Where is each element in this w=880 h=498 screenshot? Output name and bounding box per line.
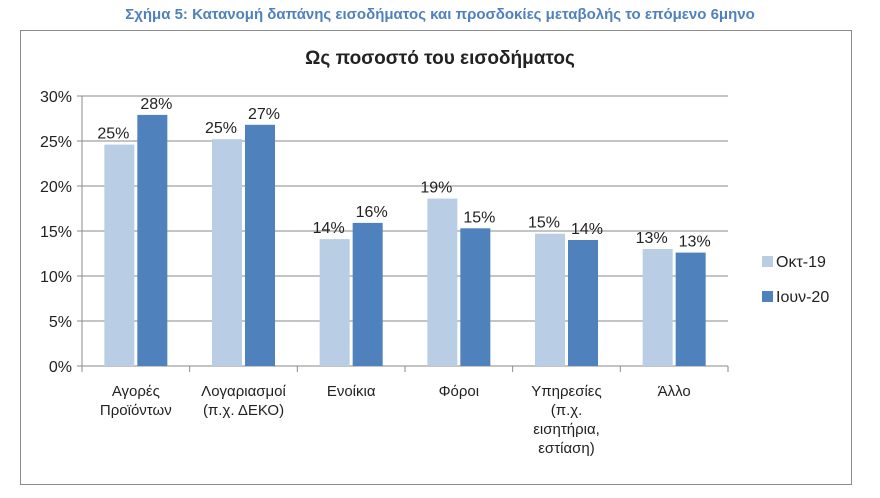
bar [535, 233, 565, 366]
x-tick-label: Ενοίκια [327, 383, 376, 400]
x-tick-label: Φόροι [439, 383, 480, 400]
legend-swatch [762, 256, 773, 267]
legend-label: Ιουν-20 [776, 289, 829, 306]
y-tick-label: 10% [40, 269, 72, 286]
legend-swatch [762, 291, 773, 302]
data-label: 15% [463, 209, 495, 226]
x-tick-label: (π.χ. ΔΕΚΟ) [203, 402, 284, 419]
x-tick-label: Προϊόντων [100, 402, 172, 419]
y-tick-label: 30% [40, 89, 72, 106]
data-label: 19% [420, 180, 452, 197]
data-label: 14% [571, 221, 603, 238]
data-label: 25% [205, 120, 237, 137]
bar [352, 222, 383, 366]
y-tick-label: 20% [40, 179, 72, 196]
chart-frame [20, 30, 852, 485]
bar [137, 114, 168, 367]
data-label: 27% [248, 106, 280, 123]
x-tick-label: εισητήρια, [533, 421, 600, 438]
bar [104, 144, 135, 366]
data-label: 25% [97, 126, 129, 143]
x-tick-label: (π.χ. [551, 402, 583, 419]
x-tick-label: εστίαση) [538, 440, 594, 457]
bar [675, 252, 706, 366]
x-tick-label: Αγορές [112, 383, 160, 400]
y-tick-label: 5% [49, 314, 72, 331]
y-tick-label: 15% [40, 224, 72, 241]
bar [568, 240, 598, 366]
bar [245, 124, 275, 366]
data-label: 14% [313, 220, 345, 237]
x-tick-label: Υπηρεσίες [531, 383, 601, 400]
data-label: 13% [679, 234, 711, 251]
figure-caption: Σχήμα 5: Κατανομή δαπάνης εισοδήματος κα… [125, 6, 755, 23]
x-tick-label: Άλλο [658, 383, 691, 400]
bar [427, 198, 458, 366]
data-label: 28% [140, 96, 172, 113]
data-label: 16% [356, 204, 388, 221]
legend-label: Οκτ-19 [776, 254, 826, 271]
y-tick-label: 25% [40, 134, 72, 151]
bar [212, 139, 242, 366]
chart-title: Ως ποσοστό του εισοδήματος [305, 48, 575, 69]
data-label: 13% [636, 230, 668, 247]
y-tick-label: 0% [49, 359, 72, 376]
x-tick-label: Λογαριασμοί [201, 383, 286, 400]
data-label: 15% [528, 215, 560, 232]
bar [642, 249, 673, 366]
bar [319, 239, 350, 366]
bar [460, 228, 491, 366]
